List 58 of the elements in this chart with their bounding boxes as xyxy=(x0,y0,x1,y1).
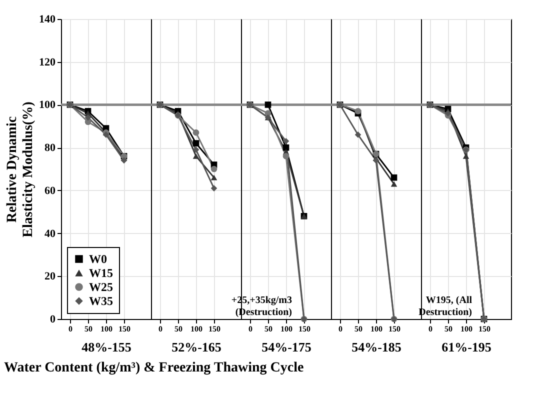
x-tick-label: 100 xyxy=(280,324,292,334)
y-tick-label: 100 xyxy=(39,99,56,112)
x-tick-label: 50 xyxy=(444,324,452,334)
point xyxy=(354,132,362,138)
point xyxy=(264,102,272,108)
point xyxy=(192,129,200,136)
point xyxy=(84,114,92,121)
x-tick-label: 0 xyxy=(428,324,432,334)
point xyxy=(444,110,452,116)
x-tick-label: 0 xyxy=(158,324,162,334)
point xyxy=(210,166,218,172)
y-tick-label: 0 xyxy=(50,314,56,326)
x-tick-label: 50 xyxy=(174,324,182,334)
point xyxy=(192,146,200,153)
point xyxy=(390,174,398,181)
x-tick-label: 0 xyxy=(248,324,252,334)
x-axis-title: 54%-175 xyxy=(262,340,312,354)
point xyxy=(282,152,290,160)
point xyxy=(372,157,380,164)
point xyxy=(462,153,470,159)
y-tick-label: 120 xyxy=(39,56,56,68)
x-axis-title: 54%-185 xyxy=(352,340,402,354)
x-axis-title: 52%-165 xyxy=(172,340,222,354)
point xyxy=(282,138,290,144)
x-tick-label: 0 xyxy=(68,324,72,334)
x-tick-label: 150 xyxy=(208,324,220,334)
point xyxy=(192,153,200,159)
y-tick-label: 60 xyxy=(44,184,56,197)
point xyxy=(120,157,128,164)
y-tick-label: 140 xyxy=(39,14,56,26)
point xyxy=(192,140,200,146)
y-axis-title: Relative Dynamic Elasticity Modulus(%) xyxy=(5,101,36,238)
x-tick-label: 150 xyxy=(388,324,400,334)
y-tick-label: 20 xyxy=(44,270,56,283)
x-tick-label: 150 xyxy=(298,324,310,334)
legend-label: W0 xyxy=(89,252,107,266)
x-tick-label: 100 xyxy=(460,324,472,334)
x-tick-label: 50 xyxy=(264,324,272,334)
x-tick-label: 150 xyxy=(118,324,130,334)
legend-label: W15 xyxy=(89,266,113,280)
point xyxy=(102,132,110,138)
point xyxy=(210,174,218,180)
point xyxy=(210,185,218,192)
x-tick-label: 50 xyxy=(354,324,362,334)
x-tick-label: 100 xyxy=(190,324,202,334)
x-axis-title: 48%-155 xyxy=(82,340,132,354)
x-tick-label: 100 xyxy=(370,324,382,334)
x-tick-label: 100 xyxy=(100,324,112,334)
text: Water Content (kg/m³) & Freezing Thawing Cycle xyxy=(4,360,304,376)
legend-label: W25 xyxy=(89,280,113,294)
y-tick-label: 80 xyxy=(44,142,56,154)
x-tick-label: 50 xyxy=(84,324,92,334)
point xyxy=(390,181,398,187)
x-tick-label: 0 xyxy=(338,324,342,334)
y-tick-label: 40 xyxy=(44,228,56,240)
x-tick-label: 150 xyxy=(478,324,490,334)
x-axis-title: 61%-195 xyxy=(442,340,492,354)
legend-label: W35 xyxy=(89,294,113,308)
